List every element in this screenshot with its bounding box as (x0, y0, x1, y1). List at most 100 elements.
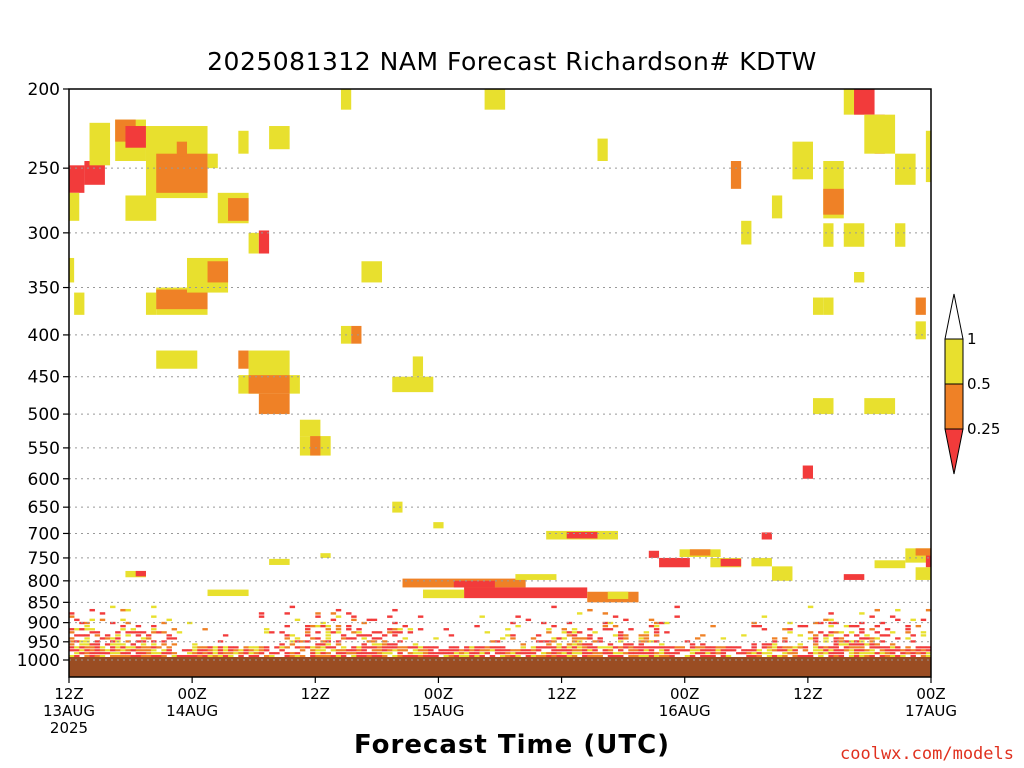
ri-cell-yellow (125, 608, 131, 612)
ri-cell-orange (592, 640, 598, 643)
ri-cell-red (79, 628, 85, 631)
ri-cell-red (161, 652, 167, 655)
ri-cell-red (823, 649, 829, 652)
ri-cell-red (479, 654, 485, 658)
ri-cell-red (587, 652, 593, 655)
ri-cell-orange (161, 654, 167, 658)
ri-cell-red (792, 649, 798, 652)
ri-cell-yellow (423, 589, 465, 599)
ri-cell-yellow (371, 643, 378, 646)
ri-cell-red (587, 643, 593, 646)
ri-cell-red (279, 649, 285, 652)
ri-cell-orange (258, 393, 290, 415)
ri-cell-orange (258, 646, 265, 649)
ri-cell-red (889, 652, 896, 655)
ri-cell-red (346, 612, 352, 615)
ri-cell-yellow (576, 612, 583, 615)
ri-cell-yellow (212, 646, 219, 649)
ri-cell-orange (771, 649, 778, 652)
ri-cell-red (664, 649, 670, 652)
ri-cell-orange (458, 652, 465, 655)
ri-cell-orange (648, 618, 655, 622)
credit-link[interactable]: coolwx.com/models (840, 744, 1014, 764)
ri-cell-orange (310, 637, 316, 640)
ri-cell-red (859, 649, 865, 652)
ri-cell-red (89, 608, 95, 612)
ri-cell-orange (356, 649, 362, 652)
ri-cell-red (659, 646, 665, 649)
ri-cell-red (361, 649, 367, 652)
ri-cell-red (417, 628, 424, 631)
ri-cell-red (166, 634, 172, 637)
ri-cell-orange (202, 628, 208, 631)
ri-cell-yellow (843, 643, 850, 646)
ri-cell-red (736, 652, 742, 655)
ri-cell-yellow (151, 605, 157, 609)
ri-cell-red (366, 634, 373, 637)
ri-cell-yellow (602, 646, 609, 649)
ri-cell-red (653, 646, 660, 649)
ri-cell-orange (530, 637, 537, 640)
ri-cell-yellow (253, 649, 260, 652)
ri-cell-orange (228, 198, 249, 221)
ri-cell-yellow (895, 608, 901, 612)
ri-cell-yellow (99, 654, 106, 658)
ri-cell-yellow (684, 654, 691, 658)
ri-cell-red (582, 649, 588, 652)
x-tick-label: 17AUG (905, 702, 957, 720)
ri-cell-orange (587, 608, 593, 612)
ri-cell-orange (510, 649, 516, 652)
ri-cell-yellow (320, 553, 331, 558)
ri-cell-red (387, 646, 393, 649)
ri-cell-yellow (864, 114, 896, 154)
ri-cell-red (602, 628, 609, 631)
ri-cell-yellow (869, 649, 875, 652)
ri-cell-yellow (751, 652, 757, 655)
ri-cell-orange (289, 643, 296, 646)
ri-cell-orange (479, 649, 485, 652)
ri-cell-red (751, 643, 757, 646)
ri-cell-yellow (248, 652, 255, 655)
ri-cell-orange (140, 654, 147, 658)
ri-cell-yellow (823, 297, 834, 315)
ri-cell-yellow (766, 652, 773, 655)
ri-cell-orange (900, 649, 906, 652)
ri-cell-red (197, 649, 203, 652)
ri-cell-red (864, 637, 870, 640)
ri-cell-orange (84, 646, 90, 649)
ri-cell-yellow (653, 624, 660, 628)
ri-cell-yellow (900, 654, 906, 658)
ri-cell-red (484, 652, 491, 655)
ri-cell-red (730, 649, 737, 652)
ri-cell-yellow (325, 631, 331, 634)
ri-cell-orange (576, 637, 583, 640)
ri-cell-red (741, 649, 747, 652)
ri-cell-red (294, 652, 301, 655)
ri-cell-red (597, 640, 603, 643)
ri-cell-red (202, 649, 208, 652)
ri-cell-orange (561, 628, 568, 631)
ri-cell-red (925, 646, 932, 649)
ri-cell-orange (889, 643, 896, 646)
ri-cell-yellow (279, 646, 285, 649)
x-axis-title: Forecast Time (UTC) (353, 730, 671, 760)
ri-cell-red (305, 628, 311, 631)
ri-cell-red (387, 615, 393, 618)
ri-cell-red (828, 646, 834, 649)
ri-cell-orange (484, 646, 491, 649)
ri-cell-red (253, 654, 260, 658)
ri-cell-red (315, 615, 321, 618)
y-tick-label: 200 (28, 80, 60, 100)
ri-cell-red (453, 654, 460, 658)
ri-cell-red (412, 646, 419, 649)
ri-cell-red (859, 631, 865, 634)
ri-cell-orange (289, 654, 296, 658)
ri-cell-yellow (84, 624, 90, 628)
ri-cell-red (356, 634, 362, 637)
ri-cell-orange (602, 612, 609, 615)
ri-cell-orange (566, 643, 573, 646)
ri-cell-red (248, 654, 255, 658)
ri-cell-orange (376, 649, 383, 652)
ri-cell-yellow (925, 654, 932, 658)
ri-cell-red (761, 646, 768, 649)
